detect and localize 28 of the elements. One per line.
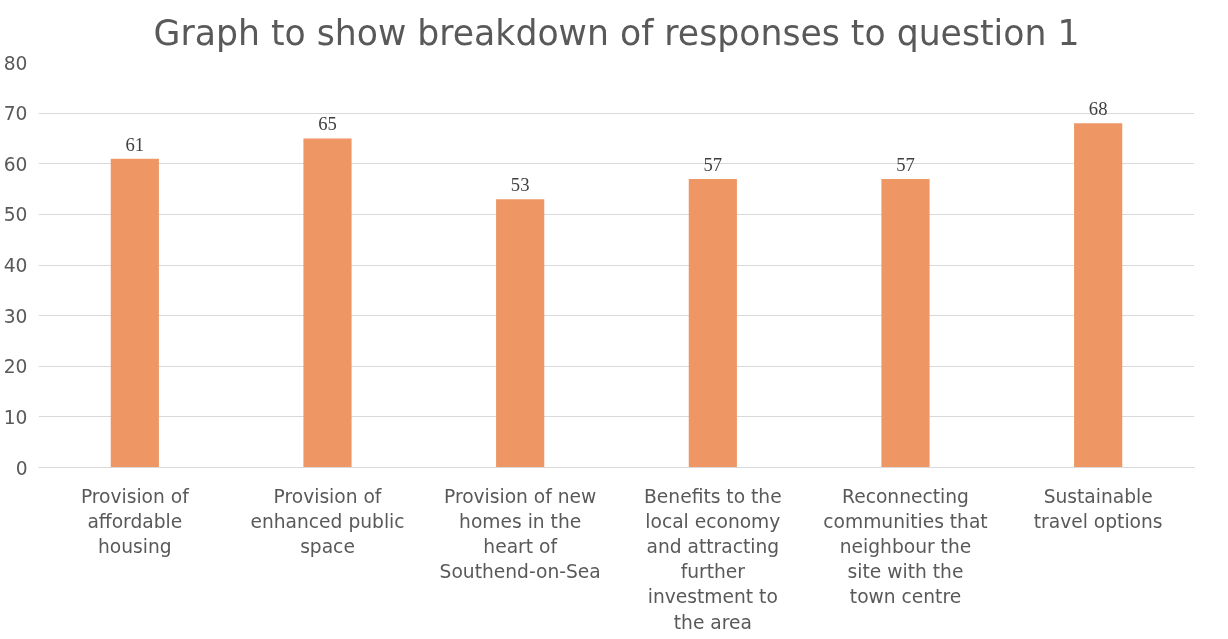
- data-label: 61: [125, 133, 145, 155]
- bar: [496, 199, 545, 468]
- y-tick-label: 60: [3, 153, 28, 175]
- y-tick-label: 20: [3, 356, 28, 378]
- data-label: 68: [1088, 98, 1108, 120]
- y-tick-label: 50: [3, 204, 28, 226]
- data-label: 65: [318, 113, 337, 135]
- y-tick-label: 70: [3, 103, 28, 125]
- y-tick-label: 40: [3, 255, 28, 276]
- bar: [688, 178, 737, 468]
- x-tick-label: Reconnecting communities that neighbour the site with the town centre: [823, 485, 988, 608]
- bar: [110, 158, 159, 468]
- data-label: 57: [703, 153, 723, 175]
- x-tick-label: Benefits to the local economy and attracting further investment to the area: [644, 485, 782, 633]
- y-tick-label: 10: [3, 406, 28, 428]
- x-tick-label: Provision of enhanced public space: [250, 485, 405, 557]
- bar: [881, 178, 930, 468]
- data-label: 53: [510, 174, 530, 196]
- y-tick-label: 0: [15, 457, 28, 479]
- x-tick-label: Provision of affordable housing: [80, 485, 190, 557]
- bar: [1074, 123, 1123, 468]
- bar: [303, 138, 352, 468]
- x-tick-label: Sustainable travel options: [1033, 485, 1163, 532]
- y-tick-label: 30: [3, 305, 28, 327]
- x-tick-label: Provision of new homes in the heart of Southend-on-Sea: [439, 485, 601, 583]
- chart-title: Graph to show breakdown of responses to question 1: [153, 12, 1080, 53]
- y-tick-label: 80: [3, 52, 28, 74]
- data-label: 57: [896, 153, 915, 175]
